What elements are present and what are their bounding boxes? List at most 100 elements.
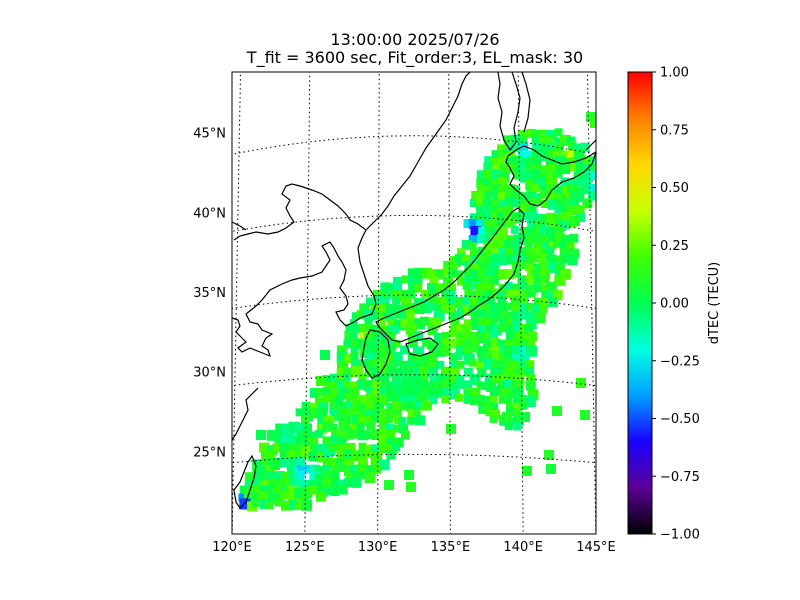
dtec-pixel [370,359,379,367]
dtec-pixel [545,136,554,145]
map-frame [231,71,597,535]
dtec-pixel [582,177,592,187]
dtec-pixel [427,352,437,362]
dtec-pixel [483,284,495,296]
dtec-pixel [308,431,317,440]
dtec-pixel [527,389,539,401]
dtec-pixel [330,409,341,421]
dtec-pixel [364,324,375,335]
parallel-line [232,374,596,387]
dtec-pixel [442,267,451,276]
dtec-pixel [307,485,317,495]
dtec-pixel [378,325,388,335]
dtec-pixel [337,373,348,384]
dtec-pixel [386,365,398,377]
dtec-pixel [519,360,530,371]
dtec-pixel [364,319,373,328]
dtec-pixel [342,407,353,418]
dtec-pixel [440,346,451,356]
dtec-pixel [545,212,556,223]
dtec-pixel [512,199,521,208]
dtec-pixel [483,353,493,363]
dtec-pixel [483,219,492,228]
dtec-pixel [525,163,536,174]
dtec-pixel [477,325,487,336]
dtec-pixel [365,393,374,402]
dtec-pixel [275,423,284,432]
dtec-pixel [477,317,485,325]
dtec-pixel [343,449,352,459]
dtec-pixel [512,290,521,299]
dtec-pixel [449,382,459,392]
dtec-pixel [328,442,338,452]
dtec-pixel [337,401,346,410]
dtec-pixel [567,205,578,215]
dtec-pixel [364,346,376,358]
dtec-pixel [316,423,327,434]
dtec-pixel [309,387,320,398]
dtec-pixel [573,171,585,183]
dtec-pixel [315,388,324,396]
dtec-pixel [498,311,510,323]
dtec-pixel [286,464,296,474]
dtec-pixel [504,372,516,384]
dtec-pixel [412,346,424,358]
dtec-pixel [329,396,341,408]
dtec-pixel [377,353,389,365]
dtec-pixel [483,304,495,316]
dtec-pixel [496,302,508,314]
coastline-russia-inner [232,221,247,231]
dtec-pixel [497,226,508,237]
dtec-pixel [464,319,472,328]
dtec-pixel [497,176,508,187]
dtec-pixel [553,226,564,237]
dtec-pixel [555,255,565,266]
dtec-pixel [421,388,432,399]
dtec-pixel [476,212,485,222]
dtec-pixel [483,191,492,200]
dtec-pixel [503,205,513,215]
dtec-pixel [568,163,577,172]
dtec-pixel [485,408,494,417]
dtec-pixel [407,268,416,277]
dtec-pixel [433,318,442,327]
dtec-pixel [464,380,473,389]
dtec-pixel [400,430,410,440]
dtec-pixel [408,281,420,293]
dtec-pixel [310,436,319,445]
dtec-pixel [483,290,495,302]
dtec-pixel [365,465,376,476]
dtec-pixel [253,471,265,483]
dtec-pixel [401,289,411,299]
dtec-pixel [379,415,390,426]
dtec-pixel [476,170,486,180]
dtec-pixel [559,268,571,280]
dtec-pixel [415,379,427,391]
dtec-pixel [337,361,348,373]
dtec-pixel [553,213,564,225]
dtec-pixel [345,401,356,413]
dtec-pixel [541,200,550,208]
dtec-pixel [483,298,495,310]
dtec-pixel [504,366,515,377]
dtec-pixel [301,415,310,424]
dtec-pixel [492,191,502,201]
dtec-pixel [484,185,496,196]
dtec-pixel [554,137,563,146]
dtec-pixel [524,241,533,250]
dtec-pixel [505,197,515,207]
dtec-pixel [469,396,479,405]
dtec-pixel [428,367,439,378]
dtec-pixel [491,338,501,348]
figure-title-params: T_fit = 3600 sec, Fit_order:3, EL_mask: … [246,48,584,67]
dtec-pixel [371,429,383,440]
dtec-pixel [555,233,566,244]
dtec-pixel [506,312,515,320]
dtec-pixel [573,149,585,161]
dtec-pixel [301,430,311,440]
dtec-pixel [490,276,499,285]
dtec-pixel [525,318,537,330]
dtec-pixel [343,339,353,349]
parallel-line [232,214,596,232]
